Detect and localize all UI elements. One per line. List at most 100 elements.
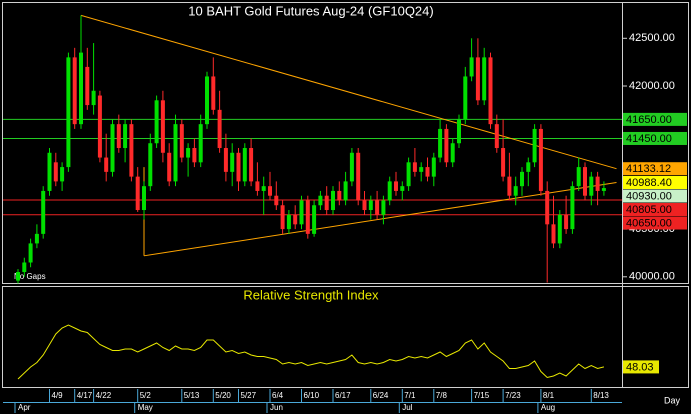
candle-body	[22, 262, 27, 273]
x-tick-label: 7/1	[404, 391, 416, 400]
candle-body	[349, 152, 354, 182]
candle-body	[110, 124, 115, 172]
candle-body	[242, 148, 247, 182]
candle-body	[381, 200, 386, 215]
candle-body	[589, 176, 594, 196]
candle-body	[337, 190, 342, 201]
candle-body	[583, 167, 587, 196]
trendline	[80, 14, 617, 170]
candle-body	[331, 190, 335, 211]
x-tick-label: 4/9	[52, 391, 64, 400]
candle-body	[488, 57, 493, 125]
candle-body	[274, 195, 279, 206]
candle-body	[419, 167, 424, 172]
level-box	[623, 203, 687, 217]
candle-body	[205, 76, 209, 125]
candle-body	[356, 152, 361, 201]
candle-body	[324, 195, 329, 211]
candle-body	[129, 124, 134, 177]
candle-body	[211, 76, 216, 110]
level-label: 41450.00	[626, 133, 672, 145]
candle-body	[469, 57, 474, 77]
candle-body	[532, 128, 537, 163]
candle-body	[167, 152, 172, 182]
level-box	[623, 189, 687, 203]
candle-body	[299, 200, 304, 225]
candle-body	[362, 200, 367, 211]
x-tick-label: 6/24	[373, 391, 389, 400]
candle-body	[230, 152, 235, 172]
candle-body	[268, 186, 272, 196]
level-box	[623, 176, 687, 190]
x-tick-label: 6/4	[272, 391, 284, 400]
candle-body	[394, 181, 398, 191]
candle-body	[595, 176, 600, 191]
candle-body	[520, 171, 524, 187]
candle-body	[160, 100, 165, 153]
x-tick-label: 6/17	[335, 391, 351, 400]
candle-body	[173, 124, 178, 182]
x-tick-label: 8/13	[593, 391, 609, 400]
candle-body	[425, 167, 430, 177]
x-tick-label: 5/13	[184, 391, 200, 400]
level-label: 41133.12	[626, 163, 671, 175]
candle-body	[16, 272, 20, 281]
candle-body	[513, 186, 518, 196]
x-tick-label: 8/1	[543, 391, 555, 400]
month-label: Jun	[270, 403, 283, 412]
x-tick-label: 7/8	[436, 391, 448, 400]
candle-body	[601, 188, 606, 191]
x-axis-label: Day	[664, 395, 681, 405]
month-label: May	[138, 403, 153, 412]
rsi-title: Relative Strength Index	[243, 287, 379, 302]
candle-body	[192, 148, 197, 163]
candle-body	[438, 128, 443, 158]
month-label: Apr	[18, 403, 31, 412]
candle-body	[179, 124, 184, 158]
candle-body	[450, 143, 455, 163]
candle-body	[576, 167, 581, 187]
y-tick-label: 42000.00	[629, 80, 675, 92]
level-label: 41650.00	[626, 114, 672, 126]
candle-body	[28, 243, 33, 263]
chart-title: 10 BAHT Gold Futures Aug-24 (GF10Q24)	[188, 3, 433, 18]
candle-body	[343, 181, 348, 201]
candle-body	[312, 205, 317, 234]
rsi-line	[17, 324, 605, 380]
level-box	[623, 216, 687, 230]
candle-body	[494, 124, 499, 149]
candle-body	[261, 186, 266, 191]
level-label: 40930.00	[626, 190, 672, 202]
candle-body	[412, 162, 417, 172]
candle-body	[60, 167, 65, 182]
candle-body	[526, 162, 531, 172]
candle-body	[545, 190, 550, 225]
level-label: 40988.40	[626, 177, 672, 189]
x-tick-label: 7/15	[474, 391, 490, 400]
candle-body	[72, 57, 77, 125]
candle-body	[135, 176, 140, 211]
candle-body	[217, 109, 222, 149]
candle-body	[85, 66, 90, 106]
candle-body	[34, 233, 39, 244]
candle-body	[91, 90, 96, 106]
candle-body	[501, 148, 506, 177]
level-label: 40650.00	[626, 217, 672, 229]
candle-body	[66, 57, 71, 168]
candle-body	[236, 152, 241, 182]
candle-body	[47, 152, 52, 191]
price-panel-frame	[2, 2, 689, 284]
candle-body	[538, 128, 543, 191]
rsi-panel-frame	[2, 286, 689, 388]
candle-body	[142, 186, 146, 211]
candle-body	[123, 124, 128, 149]
candle-body	[305, 200, 310, 234]
x-tick-label: 6/10	[304, 391, 320, 400]
candle-body	[104, 157, 109, 172]
candle-body	[564, 214, 569, 230]
candle-body	[551, 224, 556, 244]
candle-body	[482, 57, 487, 101]
level-box	[623, 112, 687, 126]
candle-body	[223, 148, 228, 172]
